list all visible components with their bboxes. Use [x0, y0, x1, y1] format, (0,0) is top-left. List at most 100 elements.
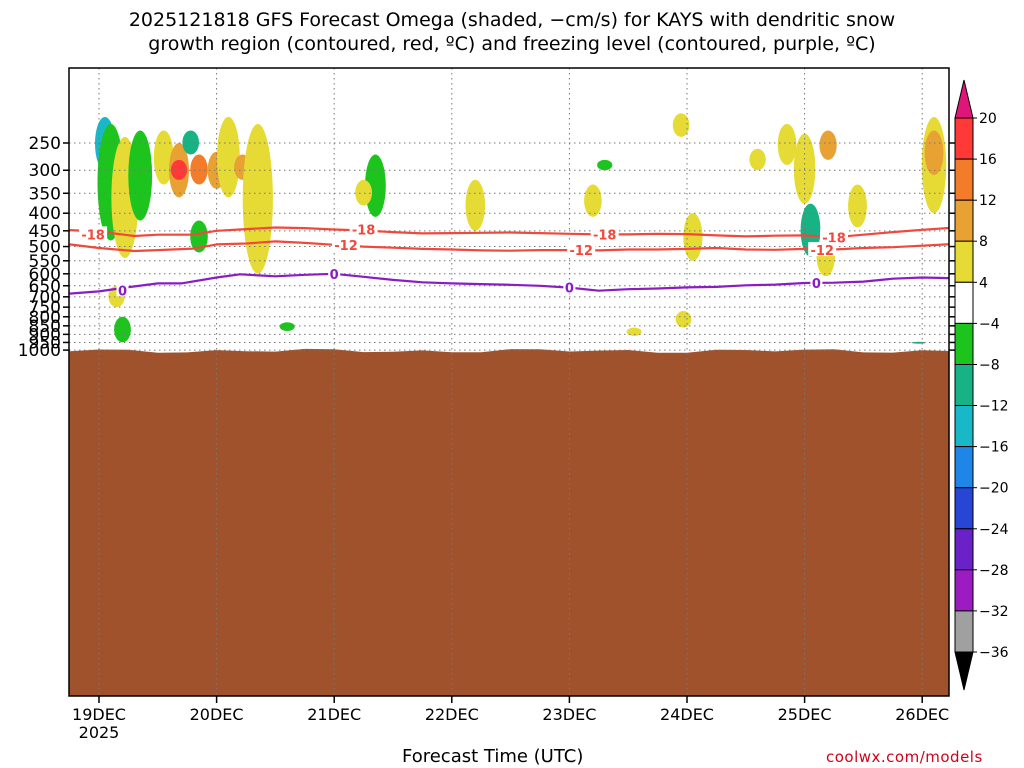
x-tick-sublabel: 2025 — [79, 723, 120, 742]
contour-label-bg — [563, 279, 576, 294]
colorbar: 20 16 12 8 4 −4 −8 −12 −16 −20 −24 −28 −32 −36 — [954, 79, 1009, 691]
omega-shade-region — [153, 130, 174, 185]
colorbar-label: −36 — [979, 645, 1009, 661]
contour-label-bg — [116, 282, 129, 297]
contour-label-bg — [808, 242, 837, 257]
contour-label: 0 — [812, 277, 821, 292]
y-tick-label: 850 — [29, 317, 61, 337]
colorbar-segment — [954, 199, 974, 242]
contour-line-0 — [69, 272, 949, 295]
colorbar-segment — [954, 569, 974, 612]
colorbar-segment — [954, 487, 974, 530]
y-tick-label: 550 — [29, 252, 61, 272]
x-tick-label: 22DEC — [425, 705, 479, 724]
colorbar-segment — [954, 405, 974, 448]
colorbar-segment — [954, 240, 974, 283]
contour-label: 0 — [330, 268, 339, 283]
colorbar-segment — [954, 651, 974, 691]
contour-label: -12 — [810, 244, 834, 259]
y-tick-label: 250 — [29, 134, 61, 154]
omega-shade-region — [777, 123, 797, 166]
omega-shade-region — [114, 316, 131, 343]
omega-shade-region — [190, 220, 208, 253]
colorbar-label: −32 — [979, 604, 1009, 620]
colorbar-segment — [954, 528, 974, 571]
contour-label-bg — [567, 242, 596, 257]
omega-shade-region — [749, 148, 766, 171]
omega-shade-region — [683, 213, 703, 261]
colorbar-label: −28 — [979, 563, 1009, 579]
contour-label-bg — [79, 226, 108, 241]
omega-shade-region — [355, 179, 372, 206]
y-tick-label: 400 — [29, 204, 61, 224]
colorbar-label: −8 — [979, 358, 1000, 374]
omega-shade-region — [182, 130, 199, 155]
x-tick-label: 20DEC — [190, 705, 244, 724]
omega-shade-region — [128, 130, 153, 221]
omega-shade-region — [848, 184, 867, 228]
omega-shade-region — [672, 113, 690, 137]
contour-label: -18 — [593, 228, 617, 243]
colorbar-label: 8 — [979, 234, 988, 250]
contour-label-bg — [328, 265, 341, 280]
x-tick-label: 25DEC — [778, 705, 832, 724]
colorbar-segment — [954, 322, 974, 365]
y-tick-label: 900 — [29, 325, 61, 345]
y-tick-label: 500 — [29, 238, 61, 258]
colorbar-label: −20 — [979, 481, 1009, 497]
credit-text: coolwx.com/models — [826, 748, 983, 766]
contour-label: 0 — [565, 282, 574, 297]
colorbar-segment — [954, 610, 974, 653]
contour-label-bg — [810, 275, 823, 289]
colorbar-label: 16 — [979, 152, 997, 168]
y-tick-label: 1000 — [18, 341, 61, 361]
x-axis-label: Forecast Time (UTC) — [402, 746, 584, 767]
omega-shade-region — [924, 130, 944, 176]
chart-title-line-1: 2025121818 GFS Forecast Omega (shaded, −… — [128, 9, 896, 31]
x-tick-label: 24DEC — [660, 705, 714, 724]
colorbar-segment — [954, 79, 974, 119]
chart-title-line-2: growth region (contoured, red, ºC) and f… — [148, 33, 876, 55]
y-tick-label: 300 — [29, 161, 61, 181]
x-tick-label: 19DEC — [72, 705, 126, 724]
contour-label: -12 — [569, 244, 593, 259]
omega-shade-region — [819, 130, 837, 160]
contour-label: -12 — [334, 239, 358, 254]
colorbar-segment — [954, 158, 974, 201]
contour-label: -18 — [352, 224, 376, 239]
x-tick-label: 23DEC — [542, 705, 596, 724]
y-tick-label: 650 — [29, 277, 61, 297]
colorbar-segment — [954, 364, 974, 407]
plot-frame — [68, 67, 950, 697]
chart-title: 2025121818 GFS Forecast Omega (shaded, −… — [0, 8, 1024, 56]
omega-shade-region — [190, 154, 208, 185]
contour-label: -18 — [81, 228, 105, 243]
y-tick-label: 350 — [29, 184, 61, 204]
y-tick-label: 600 — [29, 265, 61, 285]
x-tick-label: 21DEC — [307, 705, 361, 724]
colorbar-segment — [954, 281, 974, 324]
omega-shade-region — [279, 322, 295, 331]
omega-shade-region — [242, 123, 273, 274]
contour-label-bg — [820, 229, 848, 244]
omega-shade-region — [217, 116, 240, 198]
omega-shade-region — [465, 179, 486, 231]
colorbar-label: 12 — [979, 193, 997, 209]
omega-shade-region — [597, 159, 613, 171]
x-tick-label: 26DEC — [895, 705, 949, 724]
omega-shade-region — [584, 184, 602, 217]
contour-label: 0 — [118, 284, 127, 299]
colorbar-label: −24 — [979, 522, 1009, 538]
y-tick-label: 450 — [29, 222, 61, 242]
colorbar-label: −4 — [979, 316, 1000, 332]
colorbar-segment — [954, 446, 974, 489]
omega-shade-region — [675, 311, 692, 328]
y-tick-label: 750 — [29, 298, 61, 318]
y-tick-label: 950 — [29, 333, 61, 353]
contour-label-bg — [332, 236, 360, 251]
colorbar-label: 4 — [979, 275, 988, 291]
y-tick-label: 800 — [29, 308, 61, 328]
contour-label-bg — [349, 221, 378, 236]
contour-label-bg — [590, 226, 619, 241]
